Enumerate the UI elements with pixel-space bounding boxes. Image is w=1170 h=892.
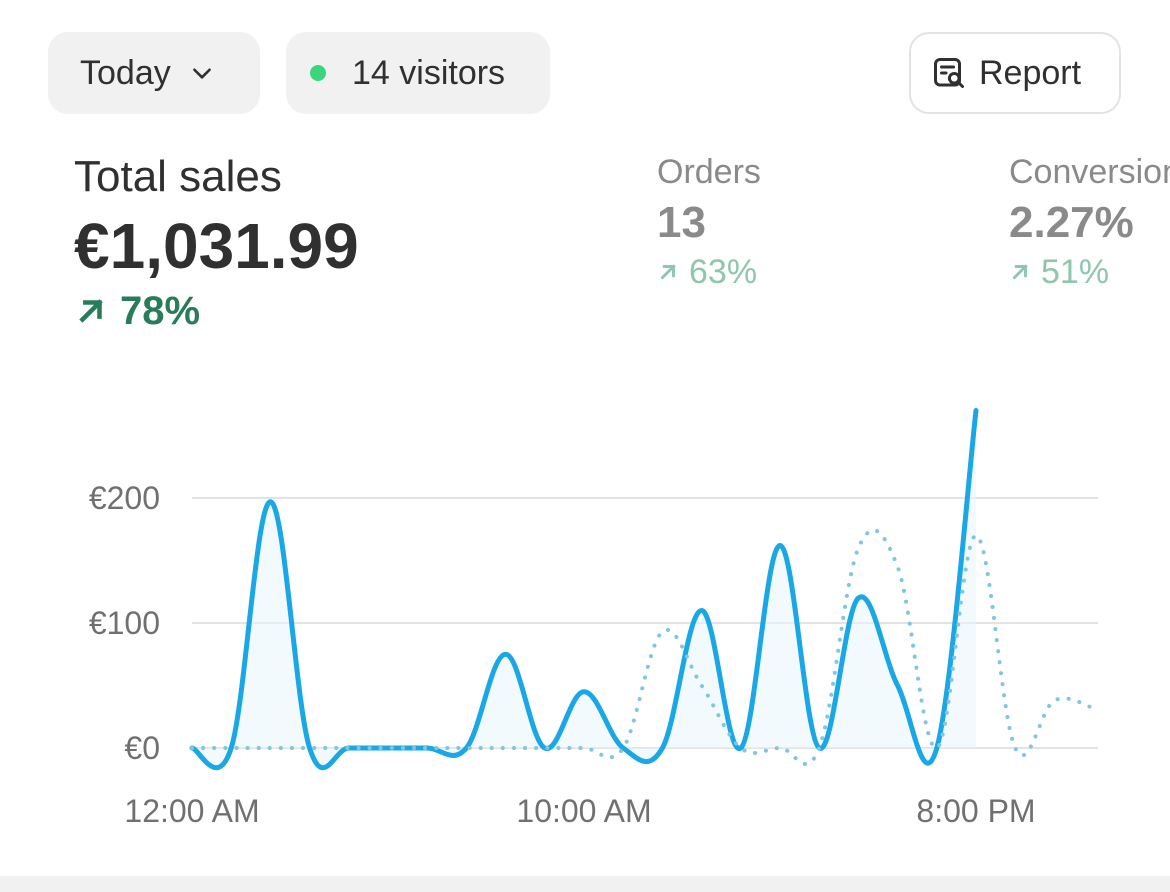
y-axis-labels: €0 €100 €200 (89, 480, 160, 766)
report-button[interactable]: Report (909, 32, 1121, 114)
data-point (583, 691, 585, 693)
data-point (544, 747, 546, 749)
data-point (661, 747, 663, 749)
data-point (779, 747, 781, 749)
total-sales-metric[interactable]: Total sales €1,031.99 78% (74, 150, 359, 336)
arrow-up-right-icon (79, 299, 103, 323)
live-visitors-chip[interactable]: 14 visitors (286, 32, 550, 114)
data-point (740, 747, 742, 749)
data-point (269, 501, 271, 503)
data-point (309, 747, 311, 749)
conversion-metric[interactable]: Conversion 2.27% 51% (1009, 152, 1170, 292)
orders-value: 13 (657, 198, 706, 247)
data-point (622, 747, 624, 749)
date-range-dropdown[interactable]: Today (48, 32, 260, 114)
visitors-label: 14 visitors (352, 53, 506, 92)
orders-change-value: 63% (689, 253, 758, 291)
conversion-label: Conversion (1009, 153, 1170, 191)
x-tick-label: 10:00 AM (516, 793, 651, 829)
total-sales-change: 78% (74, 286, 359, 336)
total-sales-label: Total sales (74, 152, 282, 201)
total-sales-change-value: 78% (120, 289, 201, 333)
y-tick-label: €100 (89, 605, 160, 641)
conversion-change: 51% (1009, 252, 1170, 292)
data-point (897, 685, 899, 687)
data-point (857, 547, 859, 549)
orders-change: 63% (657, 252, 761, 292)
chevron-down-icon (192, 68, 211, 79)
data-point (387, 747, 389, 749)
report-label: Report (979, 53, 1082, 92)
date-range-label: Today (80, 53, 171, 92)
data-point (269, 747, 271, 749)
data-point (1014, 747, 1016, 749)
data-point (701, 610, 703, 612)
data-point (818, 747, 820, 749)
data-point (936, 747, 938, 749)
live-dot-icon (310, 65, 326, 81)
data-point (230, 747, 232, 749)
series-line-comparison (190, 528, 1096, 766)
report-search-icon (934, 58, 964, 88)
data-point (701, 685, 703, 687)
conversion-value: 2.27% (1009, 198, 1134, 247)
data-point (465, 747, 467, 749)
bottom-divider (0, 876, 1170, 892)
data-point (897, 566, 899, 568)
data-point (191, 747, 193, 749)
arrow-up-right-icon (1012, 264, 1028, 280)
data-point (661, 631, 663, 633)
arrow-up-right-icon (660, 264, 676, 280)
data-point (1093, 707, 1095, 709)
data-point (426, 747, 428, 749)
data-point (975, 410, 977, 412)
orders-metric[interactable]: Orders 13 63% (657, 152, 761, 292)
x-axis-labels: 12:00 AM 10:00 AM 8:00 PM (124, 793, 1035, 829)
data-point (779, 545, 781, 547)
data-point (1053, 700, 1055, 702)
conversion-change-value: 51% (1041, 253, 1110, 291)
data-point (857, 597, 859, 599)
data-point (583, 747, 585, 749)
orders-label: Orders (657, 153, 761, 191)
data-point (348, 747, 350, 749)
series-area-current (192, 410, 976, 768)
x-tick-label: 8:00 PM (916, 793, 1035, 829)
data-point (975, 535, 977, 537)
total-sales-value: €1,031.99 (74, 210, 359, 282)
y-tick-label: €0 (124, 730, 160, 766)
chart-series (189, 408, 1096, 771)
x-tick-label: 12:00 AM (124, 793, 259, 829)
data-point (505, 747, 507, 749)
series-line-current (189, 408, 979, 771)
data-point (505, 653, 507, 655)
sales-line-chart[interactable]: €0 €100 €200 12:00 AM 10:00 AM 8:00 PM (0, 380, 1170, 850)
y-tick-label: €200 (89, 480, 160, 516)
